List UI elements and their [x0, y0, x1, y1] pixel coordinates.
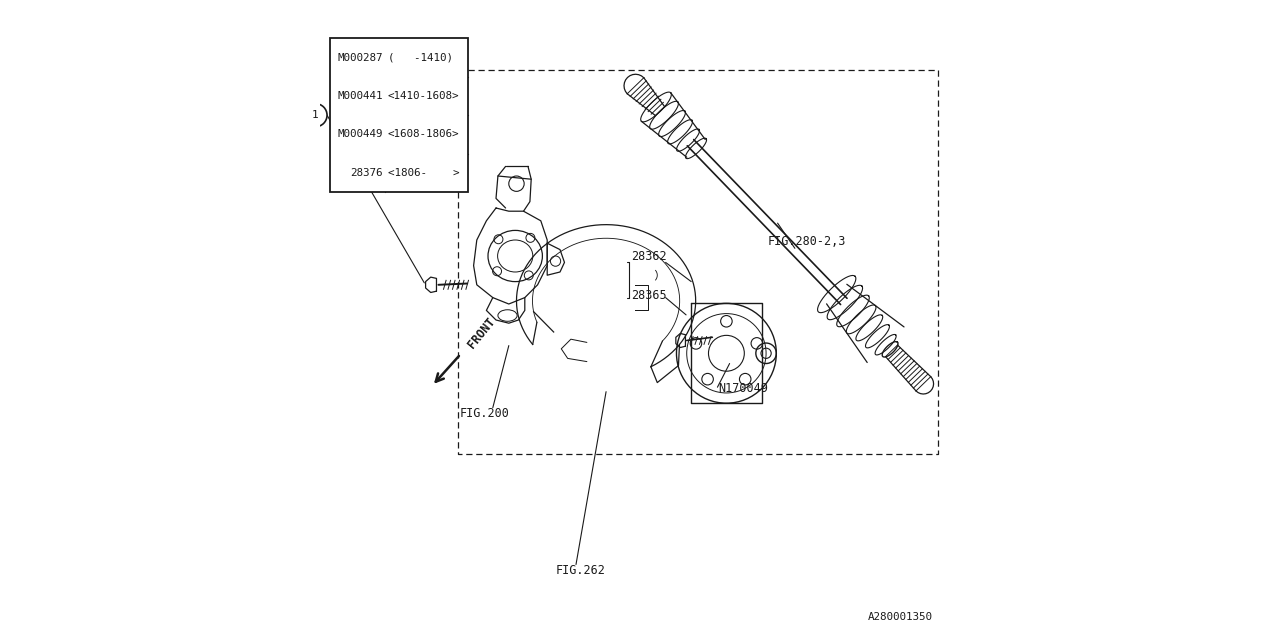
Text: M000287: M000287: [337, 52, 383, 63]
Text: A280001350: A280001350: [868, 612, 933, 622]
Circle shape: [305, 104, 328, 127]
Text: (   -1410): ( -1410): [388, 52, 453, 63]
Text: 28376: 28376: [351, 168, 383, 178]
Text: <1806-    >: <1806- >: [388, 168, 460, 178]
Text: <1410-1608>: <1410-1608>: [388, 91, 460, 101]
Text: 1: 1: [312, 110, 319, 120]
Text: FRONT: FRONT: [466, 315, 498, 351]
Text: <1608-1806>: <1608-1806>: [388, 129, 460, 140]
Text: FIG.262: FIG.262: [556, 564, 605, 577]
Text: 28365: 28365: [631, 289, 667, 302]
Text: 28362: 28362: [631, 250, 667, 264]
Text: N170049: N170049: [719, 382, 768, 396]
Text: M000449: M000449: [337, 129, 383, 140]
Text: FIG.200: FIG.200: [460, 407, 509, 420]
Text: M000441: M000441: [337, 91, 383, 101]
Bar: [330, 38, 468, 192]
Text: FIG.280-2,3: FIG.280-2,3: [768, 235, 846, 248]
